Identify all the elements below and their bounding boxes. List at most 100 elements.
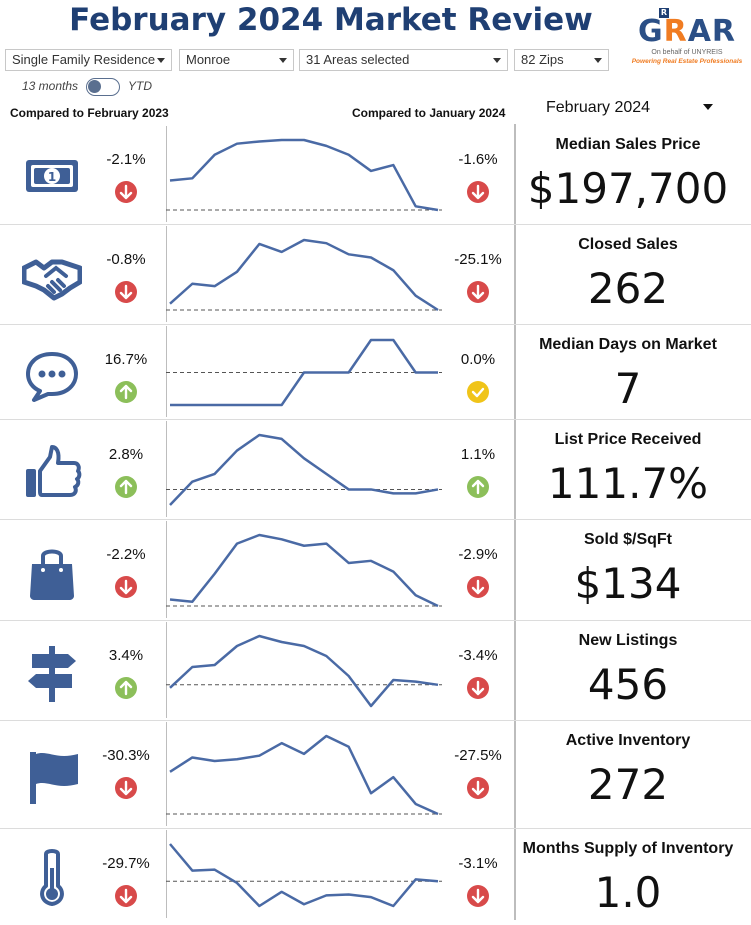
arrow-down-icon (467, 885, 489, 907)
sparkline-divider (166, 326, 167, 417)
areas-dropdown[interactable]: 31 Areas selected (299, 49, 508, 71)
compare-year-label: Compared to February 2023 (10, 106, 169, 120)
row-divider (0, 324, 751, 325)
metric-title: List Price Received (554, 431, 702, 448)
dollar-bill-icon: 1 (22, 146, 82, 206)
arrow-down-icon (467, 677, 489, 699)
row-divider (0, 224, 751, 225)
sparkline-chart (166, 734, 442, 816)
yoy-change: 16.7% (104, 351, 148, 368)
metric-title: Closed Sales (578, 236, 678, 253)
realtor-r-icon: R (659, 8, 669, 18)
arrow-down-icon (467, 777, 489, 799)
county-value: Monroe (186, 52, 231, 67)
yoy-change: -0.8% (106, 251, 146, 268)
mom-change: -25.1% (454, 251, 502, 268)
row-divider (0, 419, 751, 420)
handshake-icon (21, 246, 83, 306)
toggle-label-ytd: YTD (128, 79, 152, 93)
logo-wordmark: GRAR (637, 14, 737, 49)
sparkline-chart (166, 843, 442, 908)
chevron-down-icon (703, 104, 713, 110)
chevron-down-icon (594, 58, 602, 63)
sparkline-chart (166, 338, 442, 407)
logo-behalf-text: On behalf of UNYREIS (651, 49, 723, 56)
row-divider (0, 828, 751, 829)
mom-change: -2.9% (458, 546, 498, 563)
metric-value: 262 (587, 264, 669, 313)
mom-change: 1.1% (460, 446, 496, 463)
flag-icon (22, 746, 82, 806)
sparkline-chart (166, 634, 442, 708)
metric-value: 7 (614, 364, 642, 413)
metric-value: 272 (587, 760, 669, 809)
period-toggle-switch[interactable] (86, 78, 120, 96)
month-selector[interactable]: February 2024 (546, 97, 716, 119)
county-dropdown[interactable]: Monroe (179, 49, 294, 71)
arrow-down-icon (115, 576, 137, 598)
arrow-up-icon (115, 677, 137, 699)
sparkline-divider (166, 226, 167, 322)
metric-title: New Listings (578, 632, 678, 649)
mom-change: -3.4% (458, 647, 498, 664)
sparkline-divider (166, 126, 167, 222)
signpost-icon (22, 642, 82, 702)
page-title: February 2024 Market Review (69, 2, 593, 38)
arrow-down-icon (467, 576, 489, 598)
zips-dropdown[interactable]: 82 Zips (514, 49, 609, 71)
metric-value: 1.0 (594, 868, 662, 917)
sparkline-series (169, 138, 439, 212)
metric-value: $134 (574, 559, 682, 608)
metric-title: Median Sales Price (555, 136, 701, 153)
mom-change: 0.0% (460, 351, 496, 368)
arrow-up-icon (467, 476, 489, 498)
checkmark-icon (467, 381, 489, 403)
arrow-up-icon (115, 381, 137, 403)
property-type-dropdown[interactable]: Single Family Residence (5, 49, 172, 71)
sparkline-series (170, 338, 438, 407)
yoy-change: 2.8% (108, 446, 144, 463)
svg-text:1: 1 (48, 170, 56, 184)
metric-title: Median Days on Market (539, 336, 717, 353)
chevron-down-icon (279, 58, 287, 63)
row-divider (0, 720, 751, 721)
metric-value: $197,700 (527, 164, 729, 213)
property-type-value: Single Family Residence (12, 52, 156, 67)
sparkline-divider (166, 830, 167, 918)
yoy-change: 3.4% (108, 647, 144, 664)
logo-tagline: Powering Real Estate Professionals (631, 58, 743, 65)
month-selector-value: February 2024 (546, 99, 651, 116)
mom-change: -1.6% (458, 151, 498, 168)
arrow-down-icon (115, 181, 137, 203)
chevron-down-icon (157, 58, 165, 63)
sparkline-series (169, 533, 439, 608)
arrow-down-icon (115, 281, 137, 303)
toggle-knob (88, 80, 101, 93)
sparkline-chart (166, 433, 442, 506)
zips-value: 82 Zips (521, 52, 564, 67)
metric-value: 456 (587, 660, 669, 709)
chat-bubble-icon (22, 344, 82, 404)
sparkline-series (169, 734, 439, 816)
sparkline-chart (166, 138, 442, 212)
yoy-change: -29.7% (102, 855, 150, 872)
metric-value: 111.7% (547, 459, 709, 508)
chevron-down-icon (493, 58, 501, 63)
arrow-down-icon (115, 885, 137, 907)
sparkline-chart (166, 238, 442, 312)
sparkline-series (169, 238, 439, 312)
sparkline-series (169, 634, 439, 708)
arrow-down-icon (115, 777, 137, 799)
arrow-up-icon (115, 476, 137, 498)
sparkline-chart (166, 533, 442, 608)
yoy-change: -2.2% (106, 546, 146, 563)
arrow-down-icon (467, 181, 489, 203)
yoy-change: -2.1% (106, 151, 146, 168)
row-divider (0, 519, 751, 520)
metric-title: Sold $/SqFt (584, 531, 672, 548)
row-divider (0, 620, 751, 621)
shopping-bag-icon (22, 542, 82, 602)
sparkline-divider (166, 521, 167, 618)
sparkline-series (169, 843, 439, 908)
toggle-label-13-months: 13 months (22, 79, 79, 93)
